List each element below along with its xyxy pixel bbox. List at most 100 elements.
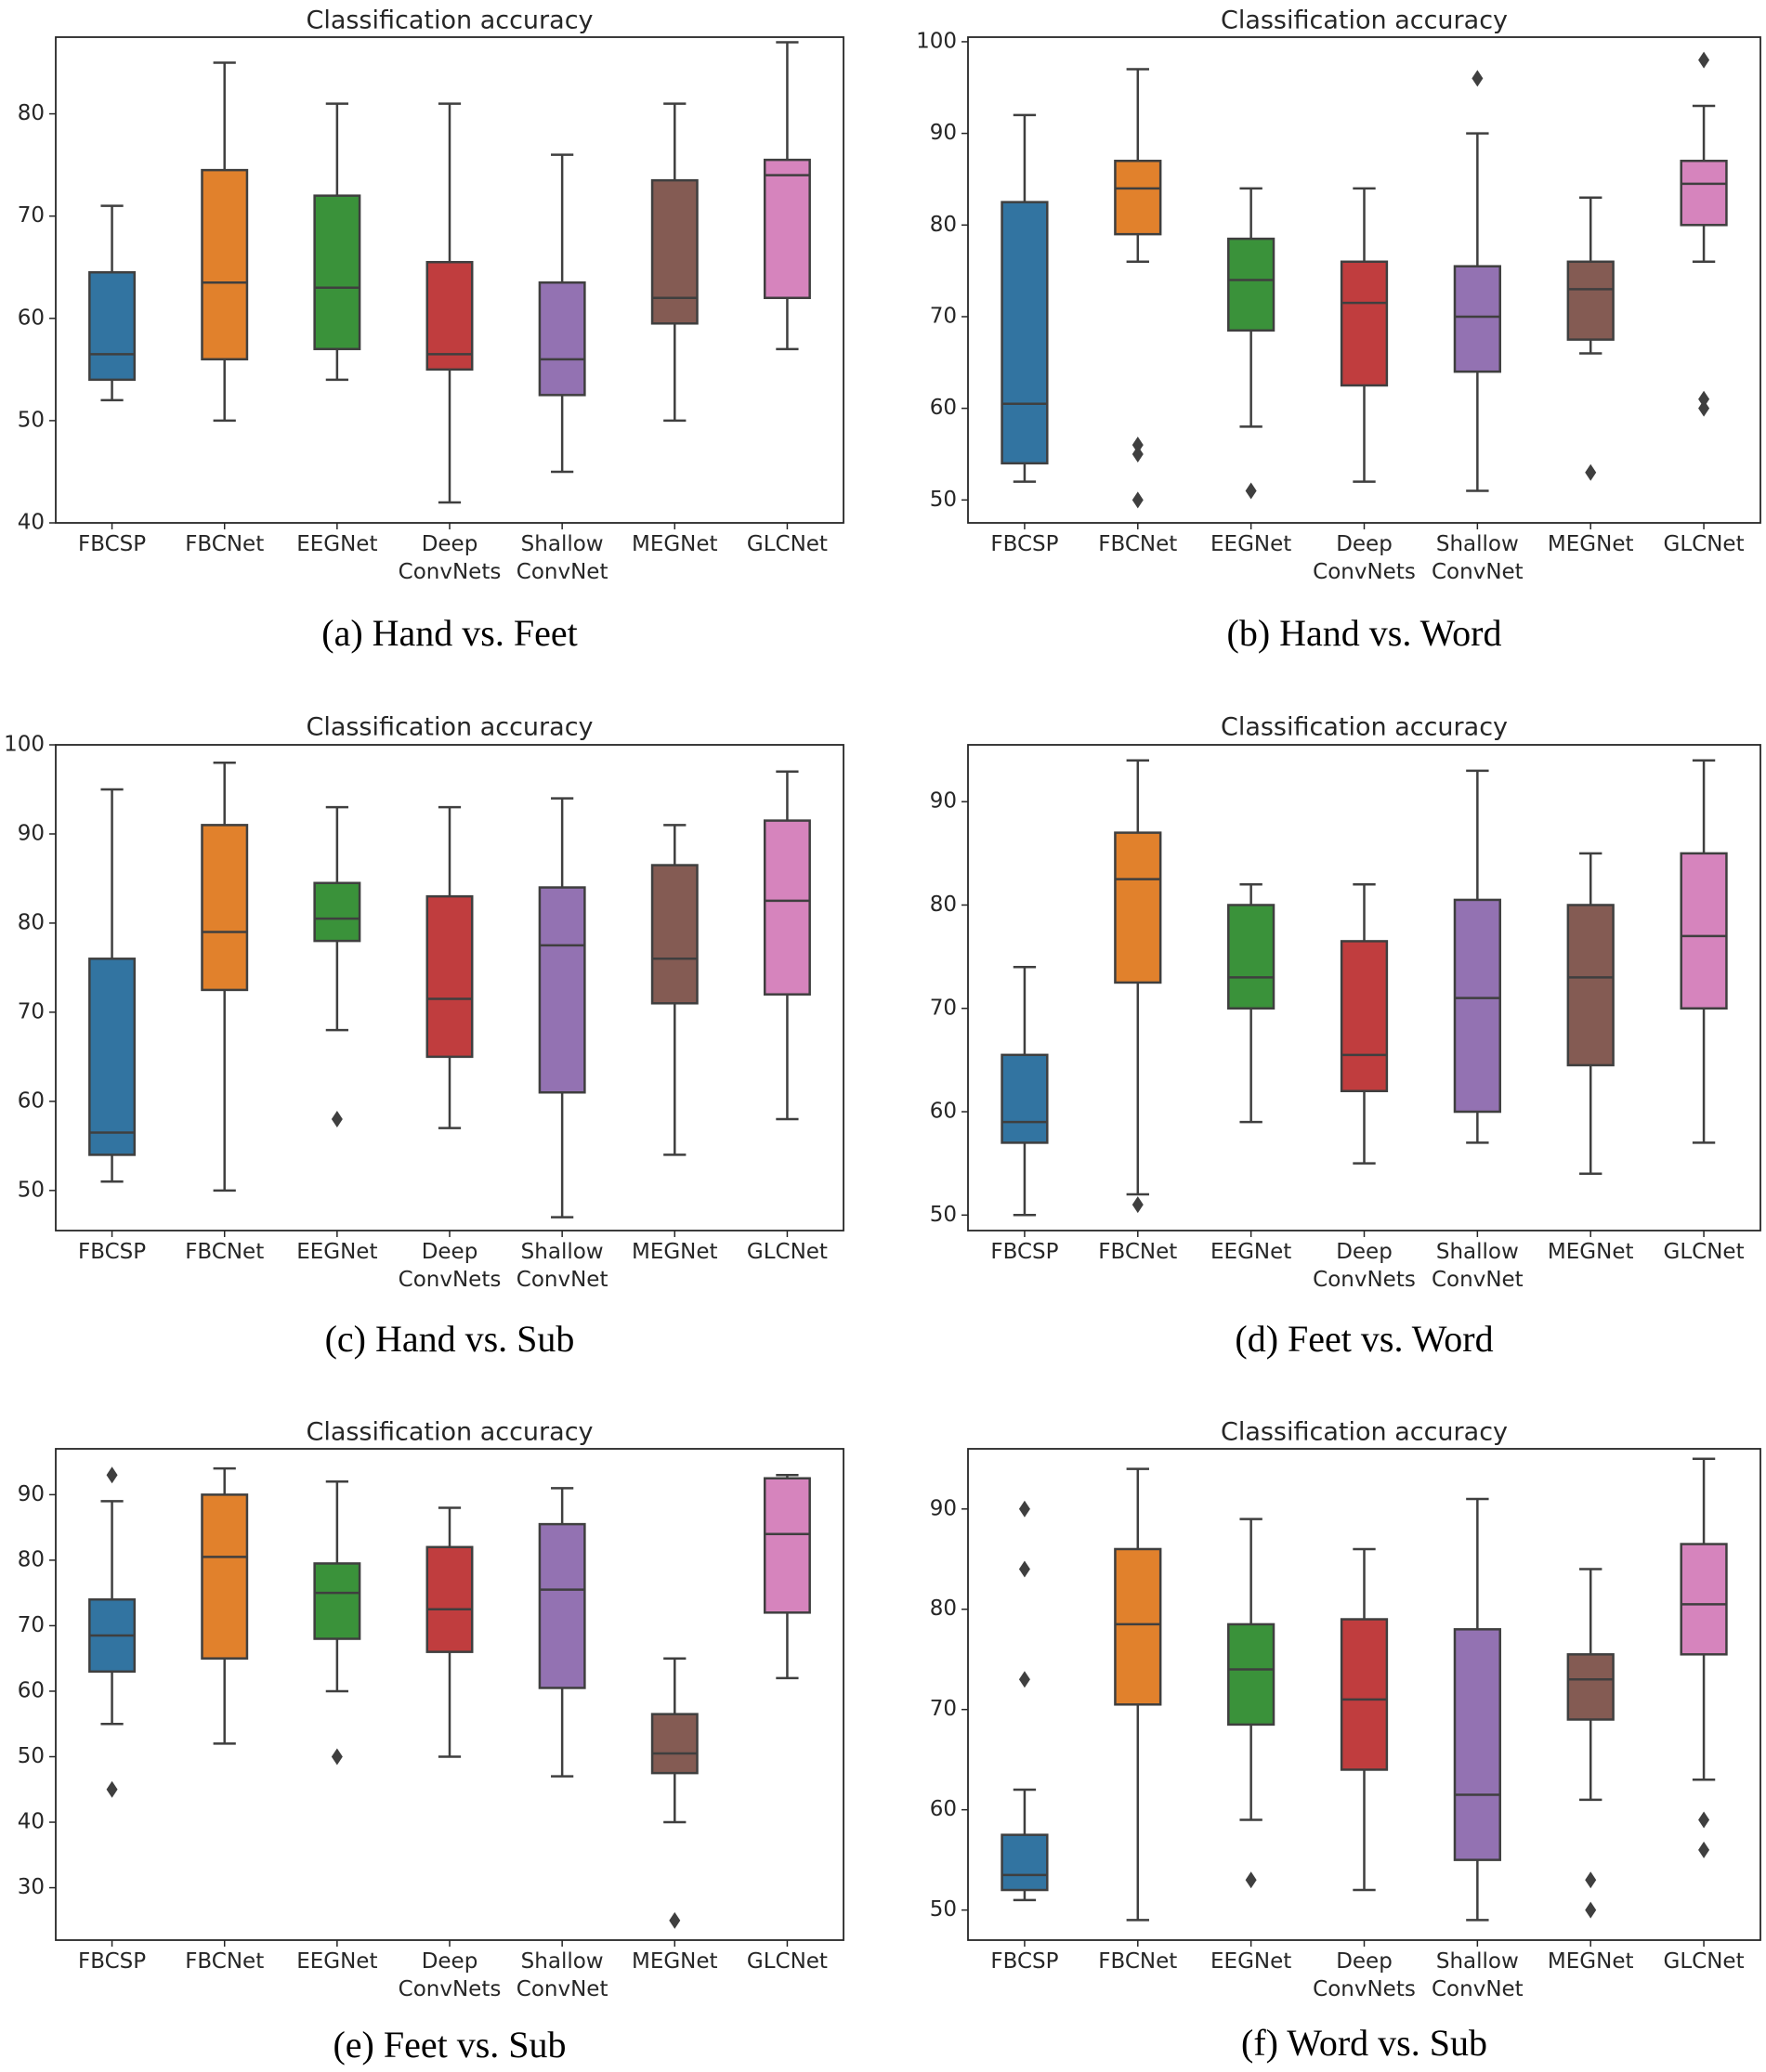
subfigure-caption: (b) Hand vs. Word xyxy=(1227,612,1502,654)
iqr-box xyxy=(1114,159,1162,236)
iqr-box xyxy=(1227,237,1275,332)
box-glcnet xyxy=(1680,51,1728,417)
x-tick-label: FBCSP xyxy=(990,1949,1058,1974)
y-tick-label: 100 xyxy=(916,29,957,53)
subfigure-caption: (f) Word vs. Sub xyxy=(1241,2022,1487,2064)
y-tick-label: 70 xyxy=(18,1613,45,1637)
box-glcnet xyxy=(1680,1457,1728,1858)
outlier-point xyxy=(1698,399,1710,417)
box-fbcsp xyxy=(1001,1500,1049,1902)
y-tick-label: 70 xyxy=(930,1697,957,1721)
chart-title: Classification accuracy xyxy=(306,713,593,742)
iqr-box xyxy=(1227,1622,1275,1727)
y-tick-label: 100 xyxy=(4,733,45,757)
x-tick-label: Shallow xyxy=(1436,1949,1519,1974)
x-tick-label: ConvNet xyxy=(517,560,608,584)
y-tick-label: 40 xyxy=(18,511,45,535)
outlier-point xyxy=(106,1780,118,1798)
x-tick-label: EEGNet xyxy=(296,1949,377,1974)
box-deep-convnets xyxy=(1340,882,1389,1165)
box-shallow-convnet xyxy=(1453,1497,1501,1922)
y-tick-label: 90 xyxy=(18,821,45,845)
box-fbcsp xyxy=(1001,965,1049,1217)
chart-panel-3: Classification accuracy 50 60 70 80 90 FBCSP FB… xyxy=(930,713,1761,1360)
iqr-box xyxy=(650,864,699,1005)
outlier-point xyxy=(1132,491,1144,509)
iqr-box xyxy=(763,1477,811,1614)
box-shallow-convnet xyxy=(1453,769,1501,1144)
x-tick-label: ConvNet xyxy=(1432,1977,1524,2001)
iqr-box xyxy=(1001,1053,1049,1144)
x-tick-label: ConvNet xyxy=(517,1268,608,1292)
iqr-box xyxy=(1680,159,1728,227)
outlier-point xyxy=(1132,445,1144,463)
iqr-box xyxy=(1566,904,1615,1067)
box-deep-convnets xyxy=(425,102,474,504)
x-tick-label: GLCNet xyxy=(1664,532,1745,556)
iqr-box xyxy=(763,819,811,996)
x-tick-label: ConvNets xyxy=(1313,1977,1416,2001)
y-tick-label: 80 xyxy=(930,1596,957,1621)
y-tick-label: 60 xyxy=(18,1088,45,1113)
chart-panel-4: Classification accuracy 30 40 50 60 70 80 90 FBC… xyxy=(18,1418,844,2065)
box-fbcsp xyxy=(88,1466,137,1798)
outlier-point xyxy=(1698,390,1710,408)
iqr-box xyxy=(201,824,249,992)
x-tick-label: MEGNet xyxy=(1548,1949,1634,1974)
outlier-point xyxy=(331,1748,343,1766)
box-glcnet xyxy=(763,41,811,351)
box-shallow-convnet xyxy=(1453,70,1501,492)
outlier-point xyxy=(1132,1196,1144,1214)
outlier-point xyxy=(1245,1871,1257,1889)
box-fbcnet xyxy=(1114,68,1162,509)
iqr-box xyxy=(313,881,361,943)
box-eegnet xyxy=(1227,882,1275,1124)
outlier-point xyxy=(1132,437,1144,454)
iqr-box xyxy=(763,158,811,300)
outlier-point xyxy=(106,1466,118,1484)
box-shallow-convnet xyxy=(538,797,586,1218)
subfigure-caption: (a) Hand vs. Feet xyxy=(321,612,577,654)
iqr-box xyxy=(538,1522,586,1689)
box-fbcsp xyxy=(88,788,137,1183)
x-tick-label: FBCSP xyxy=(990,532,1058,556)
x-tick-label: EEGNet xyxy=(296,532,377,556)
iqr-box xyxy=(1453,1628,1501,1861)
outlier-point xyxy=(1698,51,1710,69)
box-shallow-convnet xyxy=(538,153,586,474)
x-tick-label: Deep xyxy=(422,532,478,556)
x-tick-label: ConvNet xyxy=(1432,1268,1524,1292)
iqr-box xyxy=(425,894,474,1059)
x-tick-label: Deep xyxy=(1336,532,1393,556)
x-tick-label: MEGNet xyxy=(632,1240,718,1264)
subfigure-caption: (d) Feet vs. Word xyxy=(1235,1318,1493,1360)
box-megnet xyxy=(650,1657,699,1929)
x-tick-label: MEGNet xyxy=(632,1949,718,1974)
box-megnet xyxy=(1566,1568,1615,1919)
iqr-box xyxy=(1680,852,1728,1010)
y-tick-label: 50 xyxy=(18,1744,45,1768)
box-fbcnet xyxy=(1114,1467,1162,1922)
x-tick-label: FBCNet xyxy=(185,532,264,556)
box-fbcnet xyxy=(201,61,249,423)
y-tick-label: 50 xyxy=(18,1178,45,1202)
y-tick-label: 50 xyxy=(930,1203,957,1227)
outlier-point xyxy=(1018,1560,1030,1578)
x-tick-label: FBCSP xyxy=(78,1240,146,1264)
x-tick-label: EEGNet xyxy=(1210,1240,1291,1264)
y-tick-label: 70 xyxy=(930,996,957,1020)
y-tick-label: 30 xyxy=(18,1875,45,1899)
outlier-point xyxy=(1018,1500,1030,1518)
x-tick-label: ConvNet xyxy=(517,1977,608,2001)
y-tick-label: 70 xyxy=(18,999,45,1023)
outlier-point xyxy=(1018,1671,1030,1688)
outlier-point xyxy=(669,1911,681,1929)
outlier-point xyxy=(1245,482,1257,500)
iqr-box xyxy=(1114,831,1162,984)
y-tick-label: 40 xyxy=(18,1810,45,1834)
y-tick-label: 80 xyxy=(18,910,45,934)
box-shallow-convnet xyxy=(538,1487,586,1778)
chart-title: Classification accuracy xyxy=(306,7,593,35)
x-tick-label: ConvNet xyxy=(1432,560,1524,584)
